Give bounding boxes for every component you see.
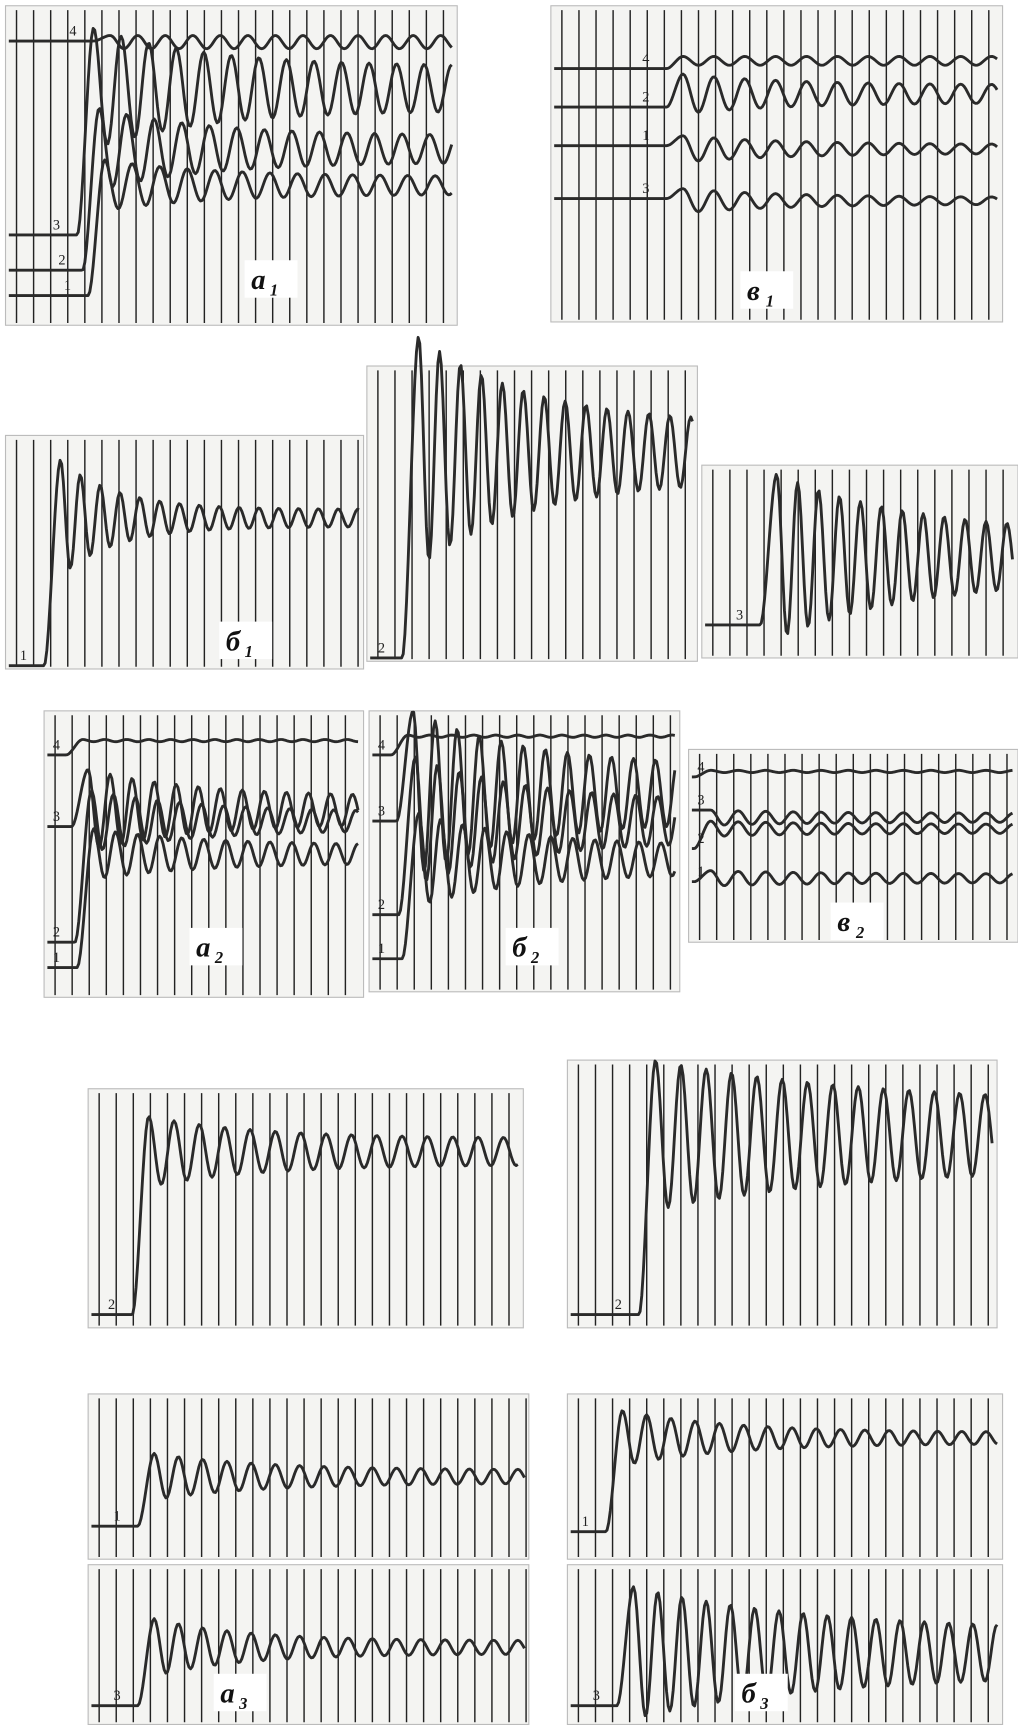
trace-number: 4 [53,737,60,753]
trace-number: 3 [697,793,704,809]
panel-label-letter: б [226,625,242,657]
trace-number: 3 [113,1688,120,1704]
trace-number: 1 [64,278,71,294]
panel-label-index: 2 [530,948,539,967]
page: 4321а14213в11б1234321а24321б24321в222113… [0,0,1018,1728]
panel-label-letter: в [837,906,850,938]
panel-label-index: 1 [245,642,253,661]
trace-number: 1 [378,941,385,957]
trace-number: 1 [113,1509,120,1525]
panel-label-letter: а [251,264,265,296]
panel-background [6,6,458,326]
oscillogram-figure: 4321а14213в11б1234321а24321б24321в222113… [0,0,1018,1728]
trace-number: 3 [53,217,60,233]
trace-number: 4 [69,23,76,39]
panel-label-index: 3 [759,1694,768,1713]
trace-number: 4 [378,737,385,753]
panel-label-index: 2 [855,923,864,942]
trace-number: 2 [378,640,385,656]
panel-label-index: 1 [270,281,278,300]
trace-number: 2 [378,897,385,913]
trace-number: 1 [642,128,649,144]
trace-number: 3 [378,804,385,820]
panel-label-letter: б [512,932,528,964]
trace-number: 1 [20,648,27,664]
trace-number: 1 [53,950,60,966]
trace-number: 4 [642,51,649,67]
oscillogram-panel: 3 [702,465,1018,658]
panel-label-letter: а [220,1677,234,1709]
trace-number: 3 [593,1688,600,1704]
trace-number: 1 [697,864,704,880]
panel-label-letter: а [196,932,210,964]
panel-label-index: 3 [238,1694,247,1713]
oscillogram-panel: 2 [367,337,698,661]
trace-number: 2 [53,925,60,941]
trace-number: 2 [58,253,65,269]
trace-number: 2 [642,90,649,106]
trace-number: 2 [108,1297,115,1313]
panel-label-letter: в [747,275,760,307]
oscillogram-panel: 1 [88,1394,529,1559]
panel-background [88,1565,529,1725]
trace-number: 1 [582,1514,589,1530]
oscillogram-panel: 1 [567,1394,1002,1559]
trace-number: 4 [697,759,704,775]
panel-label-letter: б [741,1677,757,1709]
oscillogram-panel: 2 [567,1060,997,1328]
trace-number: 3 [642,181,649,197]
trace-number: 3 [736,607,743,623]
panel-label-index: 2 [214,948,223,967]
trace-number: 2 [615,1297,622,1313]
oscillogram-panel: 2 [88,1089,523,1328]
panel-label-index: 1 [766,292,774,311]
trace-number: 2 [697,831,704,847]
trace-number: 3 [53,809,60,825]
